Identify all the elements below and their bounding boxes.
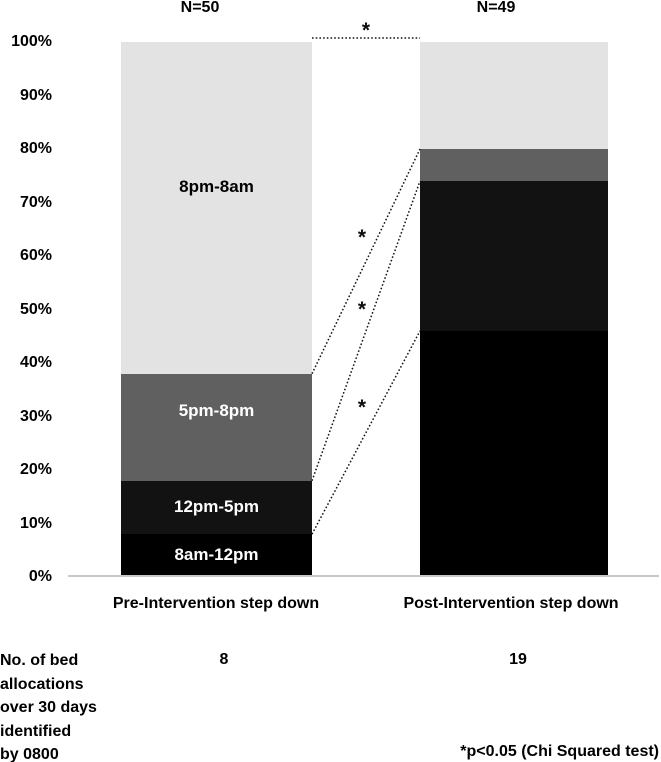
bar-post-segment-8am-12pm — [420, 330, 608, 576]
y-tick-label: 50% — [19, 300, 52, 318]
segment-label-8pm-8am: 8pm-8am — [179, 176, 254, 196]
significance-star: * — [357, 396, 367, 420]
y-tick-label: 30% — [19, 407, 52, 425]
footer-row-header-line: by 0800 — [0, 746, 59, 762]
bar-post-segment-12pm-5pm — [420, 181, 608, 331]
n-label: N=50 — [180, 0, 220, 16]
connector-line — [311, 330, 421, 535]
connector-line — [311, 180, 421, 481]
bar-pre-segment-5pm-8pm — [121, 373, 312, 481]
footer-value: 8 — [219, 651, 229, 668]
footer-row-header: No. of bed allocations over 30 days identif… — [0, 649, 115, 762]
y-tick-label: 100% — [11, 33, 52, 50]
segment-label-12pm-5pm: 12pm-5pm — [173, 497, 260, 517]
significance-star: * — [361, 19, 371, 43]
significance-note: *p<0.05 (Chi Squared test) — [460, 743, 659, 760]
bar-post-segment-8pm-8am — [420, 42, 608, 149]
y-tick-label: 20% — [19, 461, 52, 478]
significance-star: * — [357, 298, 367, 322]
bar-pre-segment-12pm-5pm — [121, 480, 312, 535]
y-tick-label: 40% — [19, 354, 52, 371]
significance-star: * — [357, 225, 367, 249]
footer-row-header-line: allocations — [0, 675, 84, 693]
y-tick-label: 60% — [19, 247, 52, 264]
y-tick-label: 70% — [19, 193, 52, 211]
bar-pre-segment-8am-12pm — [121, 534, 312, 576]
y-tick-label: 0% — [28, 568, 52, 585]
x-axis-line — [68, 575, 659, 577]
y-tick-label: 80% — [19, 140, 52, 157]
n-label: N=49 — [476, 0, 516, 16]
connector-line — [311, 148, 421, 375]
y-tick-label: 90% — [19, 86, 52, 104]
segment-label-8am-12pm: 8am-12pm — [174, 545, 259, 565]
footer-row-header-line: No. of bed — [0, 652, 79, 669]
footer-row-header-line: identified — [0, 722, 72, 740]
bar-pre-segment-8pm-8am — [121, 42, 312, 374]
category-label: Post-Intervention step down — [403, 595, 619, 612]
bar-post-segment-5pm-8pm — [420, 149, 608, 182]
y-tick-label: 10% — [19, 514, 52, 532]
footer-value: 19 — [509, 651, 527, 668]
segment-label-5pm-8pm: 5pm-8pm — [178, 401, 255, 421]
category-label: Pre-Intervention step down — [112, 595, 320, 612]
footer-row-header-line: over 30 days — [0, 699, 97, 716]
